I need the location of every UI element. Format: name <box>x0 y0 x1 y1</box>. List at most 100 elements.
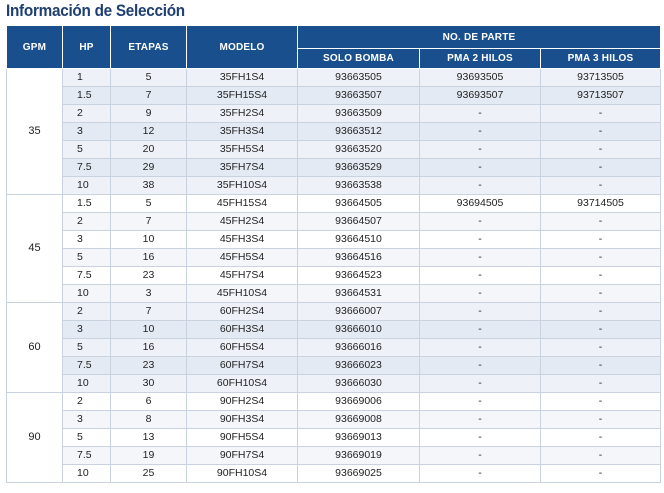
hp-cell: 5 <box>62 338 111 357</box>
hp-cell: 2 <box>62 392 111 411</box>
pma-3-hilos-cell: - <box>540 176 661 195</box>
header-modelo: MODELO <box>186 25 298 69</box>
modelo-cell: 60FH10S4 <box>186 374 298 393</box>
table-row: 60 2 7 60FH2S4 93666007- - <box>6 302 661 393</box>
solo-bomba-cell: 93666030 <box>297 374 420 393</box>
table-row: 2 7 45FH2S4 93664507- - <box>7 212 661 231</box>
hp-cell: 10 <box>62 176 111 195</box>
table-row: 3 10 45FH3S4 93664510- - <box>7 230 661 249</box>
header-etapas: ETAPAS <box>110 25 187 69</box>
solo-bomba-cell: 93663505 <box>297 68 420 87</box>
table-row: 5 20 35FH5S4 93663520- - <box>7 140 661 159</box>
etapas-cell: 23 <box>110 266 187 285</box>
modelo-cell: 45FH3S4 <box>186 230 298 249</box>
pma-2-hilos-cell: 93694505 <box>419 194 541 213</box>
hp-cell: 1 <box>62 68 111 87</box>
etapas-cell: 13 <box>110 428 187 447</box>
solo-bomba-cell: 93664523 <box>297 266 420 285</box>
etapas-cell: 30 <box>110 374 187 393</box>
pma-2-hilos-cell: - <box>419 374 541 393</box>
pma-2-hilos-cell: - <box>419 158 541 177</box>
solo-bomba-cell: 93663509 <box>297 104 420 123</box>
solo-bomba-cell: 93669008 <box>297 410 420 429</box>
table-row: 10 3 45FH10S4 93664531- - <box>7 284 661 303</box>
etapas-cell: 8 <box>110 410 187 429</box>
pma-2-hilos-cell: - <box>419 428 541 447</box>
etapas-cell: 19 <box>110 446 187 465</box>
solo-bomba-cell: 93666010 <box>297 320 420 339</box>
pma-3-hilos-cell: - <box>540 230 661 249</box>
hp-cell: 5 <box>62 428 111 447</box>
gpm-cell: 45 <box>6 194 63 303</box>
pma-2-hilos-cell: - <box>419 176 541 195</box>
solo-bomba-cell: 93663520 <box>297 140 420 159</box>
table-row: 7.5 23 60FH7S4 93666023- - <box>7 356 661 375</box>
pma-3-hilos-cell: - <box>540 302 661 321</box>
pma-3-hilos-cell: - <box>540 212 661 231</box>
etapas-cell: 20 <box>110 140 187 159</box>
etapas-cell: 29 <box>110 158 187 177</box>
table-row: 90 2 6 90FH2S4 93669006- - <box>6 392 661 483</box>
hp-cell: 3 <box>62 122 111 141</box>
table-row: 5 16 60FH5S4 93666016- - <box>7 338 661 357</box>
pma-2-hilos-cell: - <box>419 284 541 303</box>
gpm-group: 60 2 7 60FH2S4 93666007- -3 10 60FH3S4 93666010-… <box>6 302 661 393</box>
modelo-cell: 45FH5S4 <box>186 248 298 267</box>
hp-cell: 1.5 <box>62 194 111 213</box>
gpm-cell: 35 <box>6 68 63 195</box>
pma-2-hilos-cell: - <box>419 230 541 249</box>
solo-bomba-cell: 93666023 <box>297 356 420 375</box>
etapas-cell: 16 <box>110 248 187 267</box>
solo-bomba-cell: 93663538 <box>297 176 420 195</box>
modelo-cell: 35FH10S4 <box>186 176 298 195</box>
pma-2-hilos-cell: - <box>419 212 541 231</box>
pma-3-hilos-cell: - <box>540 158 661 177</box>
modelo-cell: 90FH5S4 <box>186 428 298 447</box>
modelo-cell: 35FH7S4 <box>186 158 298 177</box>
pma-3-hilos-cell: - <box>540 338 661 357</box>
pma-3-hilos-cell: 93713507 <box>540 86 661 105</box>
hp-cell: 7.5 <box>62 158 111 177</box>
pma-3-hilos-cell: - <box>540 266 661 285</box>
table-row: 1.5 7 35FH15S4 93663507 93693507 93713507 <box>7 86 661 105</box>
etapas-cell: 6 <box>110 392 187 411</box>
table-row: 45 1.5 5 45FH15S4 93664505 93694505 93714505 <box>6 194 661 303</box>
solo-bomba-cell: 93664505 <box>297 194 420 213</box>
etapas-cell: 25 <box>110 464 187 483</box>
hp-cell: 3 <box>62 410 111 429</box>
hp-cell: 3 <box>62 320 111 339</box>
pma-2-hilos-cell: - <box>419 356 541 375</box>
etapas-cell: 9 <box>110 104 187 123</box>
pma-3-hilos-cell: 93713505 <box>540 68 661 87</box>
header-gpm: GPM <box>6 25 63 69</box>
solo-bomba-cell: 93664507 <box>297 212 420 231</box>
pma-2-hilos-cell: - <box>419 320 541 339</box>
pma-2-hilos-cell: - <box>419 266 541 285</box>
modelo-cell: 35FH5S4 <box>186 140 298 159</box>
pma-3-hilos-cell: - <box>540 104 661 123</box>
table-row: 2 9 35FH2S4 93663509- - <box>7 104 661 123</box>
solo-bomba-cell: 93664531 <box>297 284 420 303</box>
hp-cell: 2 <box>62 212 111 231</box>
etapas-cell: 10 <box>110 230 187 249</box>
etapas-cell: 7 <box>110 86 187 105</box>
pma-2-hilos-cell: 93693505 <box>419 68 541 87</box>
solo-bomba-cell: 93669013 <box>297 428 420 447</box>
hp-cell: 5 <box>62 140 111 159</box>
modelo-cell: 60FH5S4 <box>186 338 298 357</box>
pma-3-hilos-cell: - <box>540 428 661 447</box>
solo-bomba-cell: 93669025 <box>297 464 420 483</box>
table-row: 7.5 19 90FH7S4 93669019- - <box>7 446 661 465</box>
modelo-cell: 90FH10S4 <box>186 464 298 483</box>
table-row: 10 30 60FH10S4 93666030- - <box>7 374 661 393</box>
table-row: 5 16 45FH5S4 93664516- - <box>7 248 661 267</box>
etapas-cell: 5 <box>110 194 187 213</box>
gpm-cell: 60 <box>6 302 63 393</box>
gpm-group: 90 2 6 90FH2S4 93669006- -3 8 90FH3S4 93669008- -… <box>6 392 661 483</box>
modelo-cell: 45FH10S4 <box>186 284 298 303</box>
modelo-cell: 60FH2S4 <box>186 302 298 321</box>
solo-bomba-cell: 93666007 <box>297 302 420 321</box>
pma-3-hilos-cell: - <box>540 464 661 483</box>
hp-cell: 7.5 <box>62 266 111 285</box>
modelo-cell: 60FH3S4 <box>186 320 298 339</box>
